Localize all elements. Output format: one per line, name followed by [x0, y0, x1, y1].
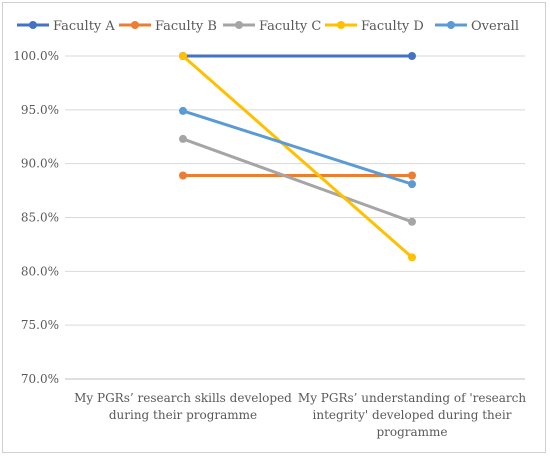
y-tick-label: 75.0%: [21, 318, 59, 332]
legend-item: Faculty B: [119, 19, 217, 34]
grid-lines: [65, 55, 525, 380]
y-tick-label: 95.0%: [21, 103, 59, 117]
data-point: [408, 180, 416, 189]
data-point: [179, 134, 187, 143]
series-overall: [179, 106, 416, 189]
legend-item: Faculty A: [17, 19, 115, 34]
series-line: [181, 109, 414, 186]
y-tick-label: 100.0%: [13, 49, 59, 63]
legend-label: Faculty D: [361, 19, 424, 34]
data-point: [408, 171, 416, 180]
legend-marker: [131, 21, 139, 29]
legend-label: Faculty C: [259, 19, 321, 34]
legend-item: Overall: [435, 19, 519, 34]
legend-marker: [447, 21, 455, 29]
x-axis-labels: My PGRs’ research skills developed during…: [74, 391, 526, 439]
chart-frame: 100.0% 95.0% 90.0% 85.0% 80.0% 75.0% 70.0% My …: [2, 2, 546, 453]
y-tick-label: 80.0%: [21, 264, 59, 278]
x-category-label: integrity' developed during their: [313, 408, 512, 422]
series-line: [181, 137, 414, 224]
data-point: [179, 106, 187, 115]
x-category-label: programme: [376, 425, 447, 439]
legend-marker: [29, 21, 37, 29]
series-faculty-a: [179, 52, 416, 60]
data-point: [408, 52, 416, 60]
data-point: [408, 217, 416, 226]
series-line: [181, 54, 414, 259]
x-category-label: My PGRs’ research skills developed: [74, 391, 292, 405]
legend-label: Faculty B: [155, 19, 217, 34]
legend-item: Faculty C: [223, 19, 321, 34]
series-lines: [179, 52, 416, 262]
line-chart: 100.0% 95.0% 90.0% 85.0% 80.0% 75.0% 70.0% My …: [13, 19, 526, 439]
y-tick-label: 70.0%: [21, 372, 59, 386]
legend-label: Overall: [471, 19, 519, 34]
x-category-label: during their programme: [109, 408, 257, 422]
y-tick-label: 90.0%: [21, 157, 59, 171]
series-faculty-b: [179, 171, 416, 180]
legend-item: Faculty D: [325, 19, 424, 34]
y-tick-label: 85.0%: [21, 211, 59, 225]
legend: Faculty A Faculty B Faculty C Faculty D Over…: [17, 19, 519, 34]
series-faculty-d: [179, 52, 416, 262]
data-point: [179, 171, 187, 180]
series-faculty-c: [179, 134, 416, 226]
x-category-label: My PGRs’ understanding of 'research: [298, 391, 526, 405]
legend-marker: [235, 21, 243, 29]
data-point: [179, 52, 187, 60]
legend-label: Faculty A: [53, 19, 115, 34]
legend-marker: [337, 21, 345, 29]
data-point: [408, 253, 416, 262]
y-axis-ticks: 100.0% 95.0% 90.0% 85.0% 80.0% 75.0% 70.0%: [13, 49, 59, 386]
